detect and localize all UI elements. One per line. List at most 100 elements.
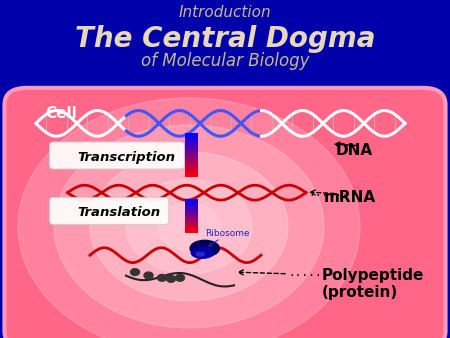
Circle shape xyxy=(166,275,176,282)
Bar xyxy=(185,223,198,225)
Bar xyxy=(185,232,198,233)
Text: The Central Dogma: The Central Dogma xyxy=(75,25,375,53)
Bar xyxy=(185,151,198,153)
Bar xyxy=(185,173,198,175)
Bar xyxy=(185,169,198,171)
Bar xyxy=(185,209,198,210)
Bar xyxy=(185,134,198,136)
Bar xyxy=(185,206,198,208)
Bar xyxy=(185,210,198,211)
Bar xyxy=(185,204,198,206)
Bar xyxy=(185,155,198,156)
Bar xyxy=(185,225,198,226)
Bar xyxy=(185,159,198,161)
Text: Ribosome: Ribosome xyxy=(205,229,250,238)
Bar xyxy=(185,212,198,214)
Bar xyxy=(185,224,198,226)
FancyBboxPatch shape xyxy=(4,88,446,338)
Bar xyxy=(185,141,198,142)
Bar xyxy=(185,158,198,160)
Bar xyxy=(185,201,198,203)
Bar xyxy=(185,204,198,206)
Bar xyxy=(185,202,198,203)
Bar xyxy=(185,230,198,232)
Bar xyxy=(185,170,198,172)
FancyBboxPatch shape xyxy=(50,142,184,169)
Bar xyxy=(185,146,198,148)
Bar xyxy=(185,144,198,146)
Bar xyxy=(185,216,198,217)
Bar xyxy=(185,221,198,222)
Bar xyxy=(185,228,198,230)
Bar xyxy=(185,222,198,224)
Bar xyxy=(185,166,198,168)
Bar xyxy=(185,133,198,135)
Bar xyxy=(185,226,198,228)
Text: Polypeptide
(protein): Polypeptide (protein) xyxy=(322,268,424,300)
Circle shape xyxy=(130,269,140,275)
Text: Introduction: Introduction xyxy=(179,5,271,20)
Bar xyxy=(185,165,198,167)
Circle shape xyxy=(126,179,252,274)
Bar xyxy=(185,207,198,209)
Bar xyxy=(185,227,198,229)
Bar xyxy=(185,164,198,165)
Text: mRNA: mRNA xyxy=(324,190,376,205)
Circle shape xyxy=(158,203,220,250)
Bar xyxy=(185,226,198,227)
Circle shape xyxy=(176,274,184,281)
Bar xyxy=(185,156,198,158)
Text: Transcription: Transcription xyxy=(77,151,175,164)
Circle shape xyxy=(158,274,166,281)
Bar xyxy=(185,160,198,162)
Ellipse shape xyxy=(190,240,220,257)
Bar xyxy=(185,163,198,164)
Bar xyxy=(185,213,198,215)
Bar xyxy=(185,150,198,152)
Text: ......: ...... xyxy=(308,188,349,198)
Bar xyxy=(185,147,198,149)
Text: ......: ...... xyxy=(288,268,328,278)
Bar xyxy=(185,220,198,221)
Text: DNA: DNA xyxy=(335,143,373,158)
Text: Translation: Translation xyxy=(78,207,161,219)
Bar xyxy=(185,206,198,207)
Bar xyxy=(185,203,198,204)
Bar xyxy=(185,140,198,141)
Bar xyxy=(185,218,198,220)
Bar xyxy=(185,137,198,139)
Bar xyxy=(185,153,198,154)
Bar xyxy=(185,211,198,212)
Bar xyxy=(185,199,198,201)
Bar xyxy=(185,199,198,200)
Text: of Molecular Biology: of Molecular Biology xyxy=(141,52,309,70)
Text: Cell: Cell xyxy=(45,106,77,121)
Bar xyxy=(185,142,198,143)
Bar xyxy=(185,175,198,176)
Bar xyxy=(185,217,198,218)
Bar xyxy=(185,214,198,216)
Bar xyxy=(185,208,198,210)
Circle shape xyxy=(18,98,360,338)
Bar xyxy=(185,145,198,147)
Bar xyxy=(185,168,198,170)
Bar xyxy=(185,212,198,213)
FancyBboxPatch shape xyxy=(50,197,169,224)
Bar xyxy=(185,172,198,174)
Bar xyxy=(185,219,198,221)
Bar xyxy=(185,157,198,159)
Bar xyxy=(185,222,198,223)
Bar xyxy=(185,229,198,231)
Bar xyxy=(185,136,198,138)
Bar xyxy=(185,231,198,233)
Bar xyxy=(185,200,198,202)
Bar xyxy=(185,171,198,173)
Ellipse shape xyxy=(196,252,204,256)
Bar xyxy=(185,135,198,137)
Circle shape xyxy=(144,272,153,279)
Bar xyxy=(185,138,198,140)
Bar xyxy=(185,149,198,151)
Circle shape xyxy=(90,152,288,301)
Bar xyxy=(185,154,198,155)
Circle shape xyxy=(54,125,324,328)
